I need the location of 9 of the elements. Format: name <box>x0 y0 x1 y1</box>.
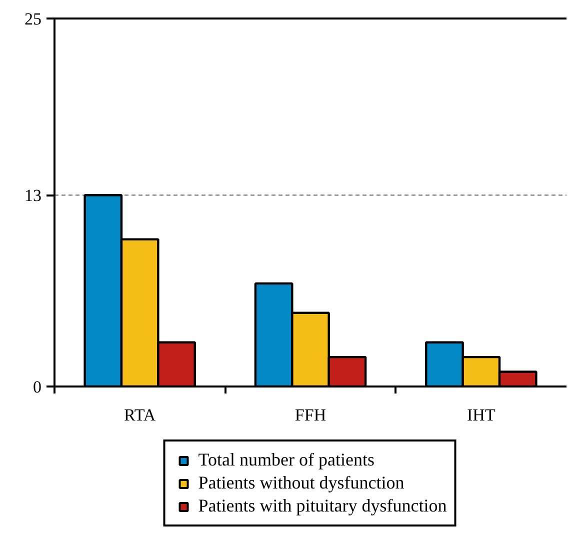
y-tick-label: 13 <box>24 186 42 206</box>
legend-label: Patients without dysfunction <box>198 472 404 494</box>
x-tick-label: RTA <box>124 406 156 424</box>
x-tick-label: IHT <box>467 406 496 424</box>
y-tick-label: 0 <box>33 378 42 396</box>
y-tick-label: 25 <box>24 10 42 28</box>
legend-label: Total number of patients <box>198 450 374 470</box>
x-tick-label: FFH <box>294 406 326 424</box>
legend-label: Patients with pituitary dysfunction <box>198 496 447 516</box>
